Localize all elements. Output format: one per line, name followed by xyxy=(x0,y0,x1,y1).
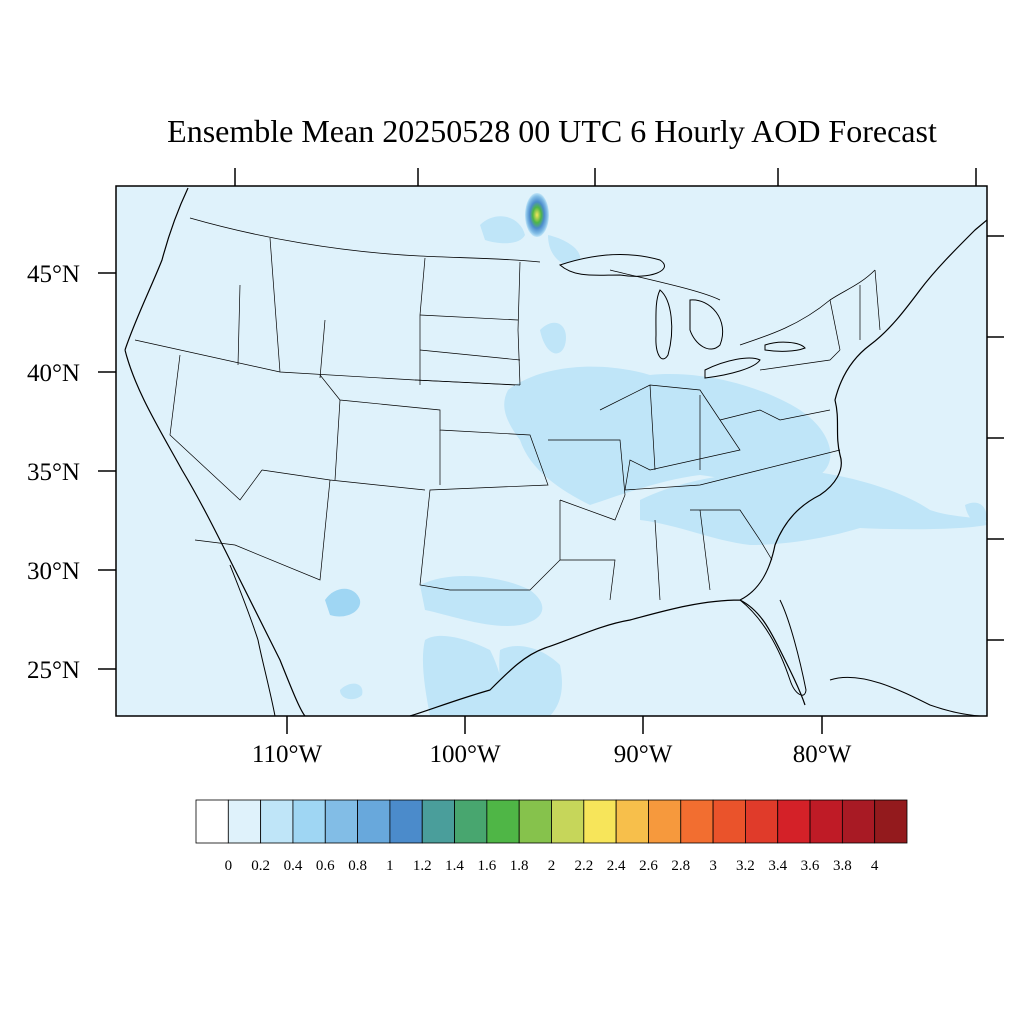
cuba-coast xyxy=(829,676,981,716)
lat-label-35: 35°N xyxy=(27,459,80,486)
lon-label-90w: 90°W xyxy=(614,741,673,768)
colorbar-tick-label: 3 xyxy=(709,858,717,874)
lat-label-30: 30°N xyxy=(27,558,80,585)
state-boundaries xyxy=(134,237,881,601)
aod-central-texas xyxy=(420,575,543,627)
colorbar-swatch xyxy=(324,799,358,844)
colorbar-tick-label: 0.8 xyxy=(348,858,367,874)
colorbar-swatch xyxy=(583,799,617,844)
lake-michigan xyxy=(655,289,673,360)
colorbar-tick-label: 2.4 xyxy=(607,858,626,874)
colorbar-labels: 0 0.2 0.4 0.6 0.8 1 1.2 1.4 1.6 1.8 2 2.2 2.4 2.6 2.8 3… xyxy=(225,858,879,874)
colorbar-swatch xyxy=(745,799,779,844)
left-ticks xyxy=(98,272,116,670)
colorbar-swatch xyxy=(227,799,262,844)
colorbar-tick-label: 2.6 xyxy=(639,858,658,874)
aod-iowa-plume xyxy=(540,322,566,354)
map-title: Ensemble Mean 20250528 00 UTC 6 Hourly A… xyxy=(167,113,937,149)
colorbar-swatch xyxy=(389,799,423,844)
colorbar-swatch xyxy=(551,799,585,844)
lake-ontario xyxy=(764,341,806,352)
colorbar-tick-label: 1.4 xyxy=(445,858,464,874)
lon-label-100w: 100°W xyxy=(429,741,500,768)
aod-carolinas-offshore xyxy=(640,470,987,545)
colorbar-swatch xyxy=(680,799,714,844)
colorbar-swatch xyxy=(648,799,682,844)
coastline-baja xyxy=(229,564,276,716)
colorbar-tick-label: 0.4 xyxy=(284,858,303,874)
colorbar-tick-label: 1.6 xyxy=(477,858,496,874)
colorbar-swatch xyxy=(518,799,552,844)
colorbar xyxy=(195,799,908,844)
colorbar-tick-label: 3.8 xyxy=(833,858,852,874)
colorbar-swatch xyxy=(195,799,229,844)
colorbar-tick-label: 3.4 xyxy=(768,858,787,874)
colorbar-tick-label: 3.6 xyxy=(801,858,820,874)
map-frame xyxy=(115,185,988,717)
colorbar-tick-label: 1.8 xyxy=(510,858,529,874)
colorbar-swatch xyxy=(777,799,811,844)
colorbar-swatch xyxy=(357,799,391,844)
lon-label-110w: 110°W xyxy=(252,741,323,768)
colorbar-swatch xyxy=(421,799,455,844)
bottom-ticks xyxy=(286,716,823,734)
colorbar-tick-label: 2.8 xyxy=(671,858,690,874)
colorbar-tick-label: 0 xyxy=(225,858,233,874)
colorbar-tick-label: 0.6 xyxy=(316,858,335,874)
colorbar-swatch xyxy=(841,799,876,844)
aod-ohio-valley-plume xyxy=(504,366,831,505)
lake-superior xyxy=(559,254,665,277)
lake-huron xyxy=(689,299,724,350)
colorbar-swatch xyxy=(874,799,908,844)
colorbar-tick-label: 4 xyxy=(871,858,879,874)
aod-hotspot-minnesota xyxy=(525,193,549,237)
colorbar-tick-label: 2.2 xyxy=(574,858,593,874)
colorbar-tick-label: 2 xyxy=(548,858,556,874)
lon-label-80w: 80°W xyxy=(793,741,852,768)
aod-field xyxy=(124,187,987,716)
colorbar-swatch xyxy=(615,799,649,844)
colorbar-tick-label: 1.2 xyxy=(413,858,432,874)
colorbar-swatch xyxy=(454,799,488,844)
top-ticks xyxy=(234,168,977,186)
colorbar-swatch xyxy=(486,799,520,844)
colorbar-swatch xyxy=(292,799,326,844)
lat-label-45: 45°N xyxy=(27,261,80,288)
lat-label-25: 25°N xyxy=(27,657,80,684)
colorbar-swatch xyxy=(712,799,746,844)
coastline-gulf xyxy=(409,219,987,716)
right-ticks xyxy=(987,235,1004,641)
coastline-west xyxy=(124,187,306,716)
colorbar-swatch xyxy=(809,799,843,844)
colorbar-tick-label: 0.2 xyxy=(251,858,270,874)
lat-label-40: 40°N xyxy=(27,360,80,387)
colorbar-tick-label: 3.2 xyxy=(736,858,755,874)
aod-south-texas xyxy=(422,635,505,716)
colorbar-swatch xyxy=(260,799,294,844)
colorbar-tick-label: 1 xyxy=(386,858,394,874)
lake-erie xyxy=(704,357,761,379)
aod-gulf-of-mexico xyxy=(499,645,562,716)
coastline-florida xyxy=(739,599,807,696)
aod-west-texas xyxy=(325,588,361,617)
canada-border xyxy=(189,217,876,346)
